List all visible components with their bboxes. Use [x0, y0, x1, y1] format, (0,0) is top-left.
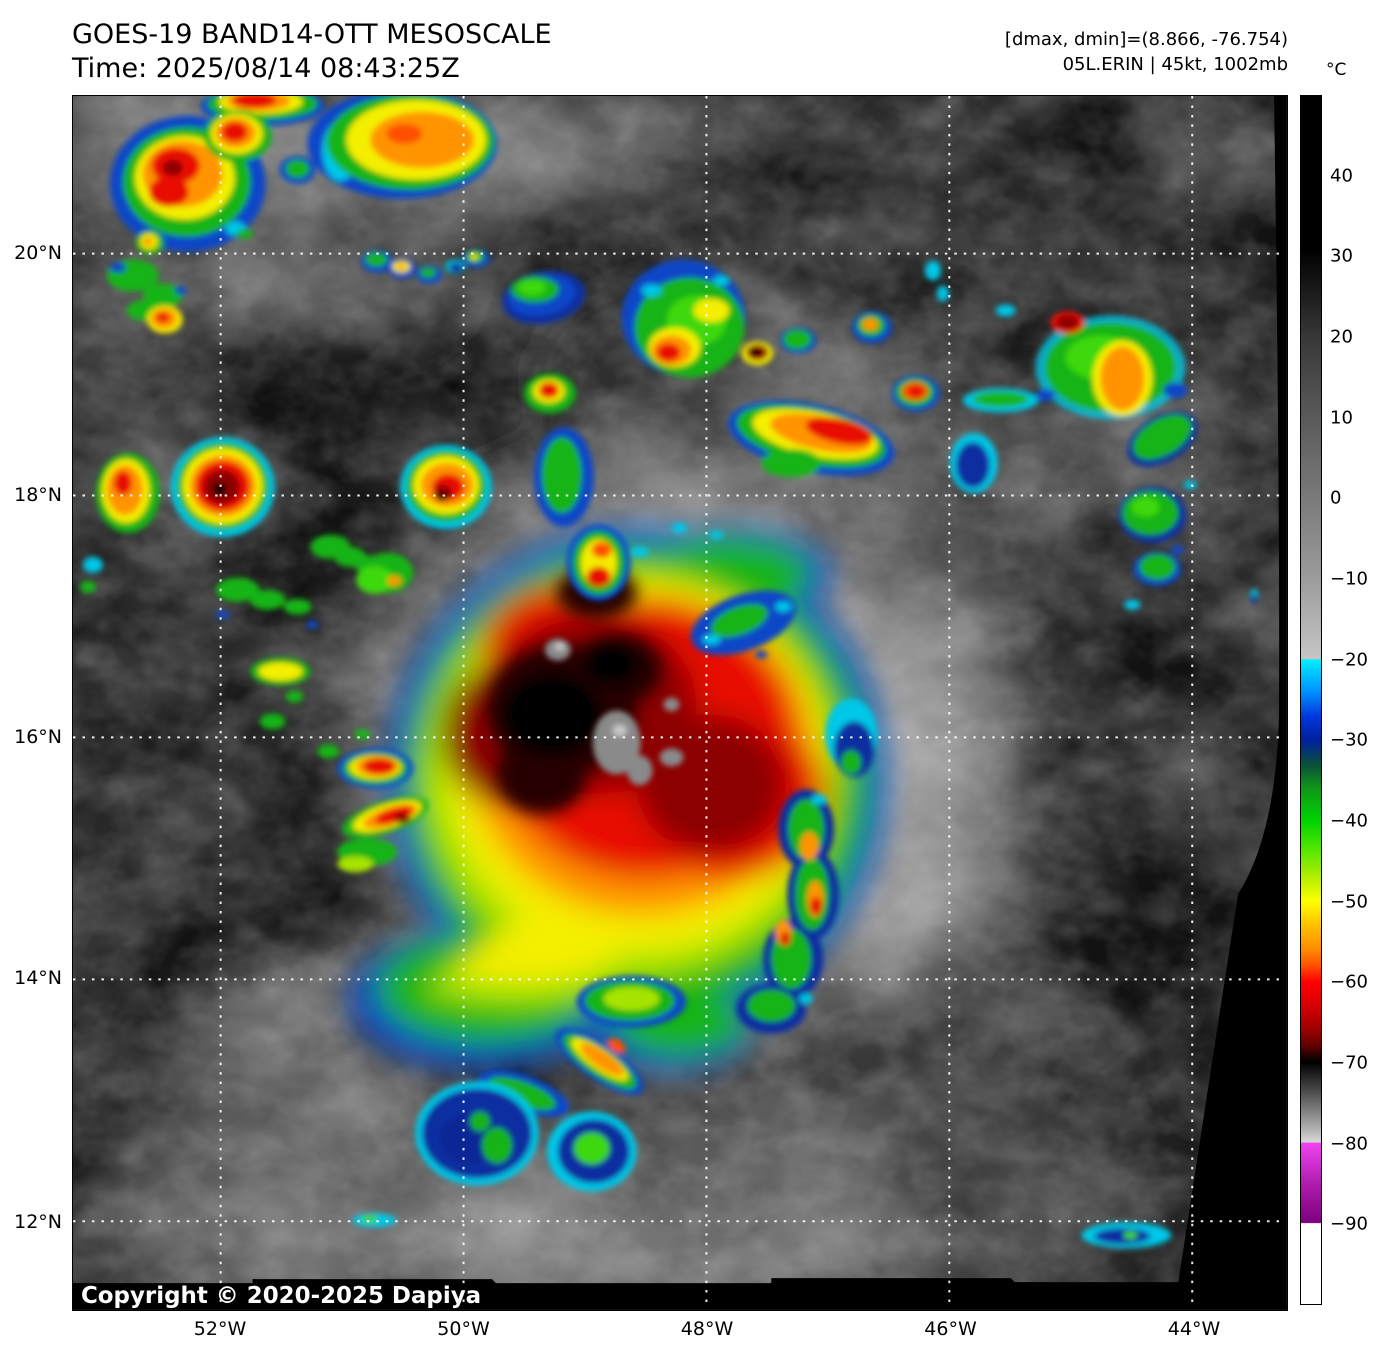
temperature-colorbar — [1300, 95, 1322, 1305]
lon-tick-label: 48°W — [680, 1318, 734, 1340]
colorbar-tick: −80 — [1330, 1133, 1368, 1155]
timestamp: Time: 2025/08/14 08:43:25Z — [72, 53, 460, 84]
overshooting-tops — [544, 638, 684, 786]
page-title: GOES-19 BAND14-OTT MESOSCALE — [72, 19, 552, 50]
satellite-image: Copyright © 2020-2025 Dapiya — [73, 96, 1286, 1309]
east-spiral-band — [736, 698, 878, 1034]
colorbar-tick: −90 — [1330, 1213, 1368, 1235]
colorbar-tick: 0 — [1330, 487, 1342, 509]
storm-info: 05L.ERIN | 45kt, 1002mb — [1062, 54, 1288, 75]
colorbar-tick: 30 — [1330, 245, 1353, 267]
colorbar-tick: 10 — [1330, 407, 1353, 429]
satellite-map: Copyright © 2020-2025 Dapiya — [72, 95, 1288, 1311]
copyright-bar — [73, 1278, 1286, 1309]
range-info: [dmax, dmin]=(8.866, -76.754) — [1004, 29, 1288, 50]
lat-tick-label: 16°N — [14, 726, 62, 748]
lat-tick-label: 14°N — [14, 967, 62, 989]
colorbar-tick: 20 — [1330, 326, 1353, 348]
lon-tick-label: 44°W — [1167, 1318, 1221, 1340]
scan-edge-mask — [1174, 96, 1286, 1309]
colorbar-tick: 40 — [1330, 165, 1353, 187]
lat-tick-label: 20°N — [14, 242, 62, 264]
colorbar-unit-label: °C — [1326, 60, 1347, 80]
colorbar-tick: −70 — [1330, 1052, 1368, 1074]
colorbar-tick: −10 — [1330, 568, 1368, 590]
south-tail — [352, 975, 687, 1228]
colorbar-tick: −30 — [1330, 729, 1368, 751]
lon-tick-label: 46°W — [924, 1318, 977, 1340]
lat-tick-label: 12°N — [14, 1211, 62, 1233]
colorbar-tick: −60 — [1330, 971, 1368, 993]
lon-tick-label: 50°W — [437, 1318, 490, 1340]
colorbar-tick: −20 — [1330, 649, 1368, 671]
info-block: [dmax, dmin]=(8.866, -76.754) 05L.ERIN |… — [1005, 27, 1288, 77]
convective-cells-layer — [79, 96, 1259, 1249]
copyright-text: Copyright © 2020-2025 Dapiya — [81, 1283, 481, 1309]
lon-tick-label: 52°W — [193, 1318, 247, 1340]
colorbar-tick: −40 — [1330, 810, 1368, 832]
title-block: GOES-19 BAND14-OTT MESOSCALE Time: 2025/… — [72, 18, 552, 86]
lat-tick-label: 18°N — [14, 484, 62, 506]
storm-erin — [337, 524, 886, 1228]
grid-lines — [73, 96, 1286, 1309]
colorbar-tick: −50 — [1330, 891, 1368, 913]
